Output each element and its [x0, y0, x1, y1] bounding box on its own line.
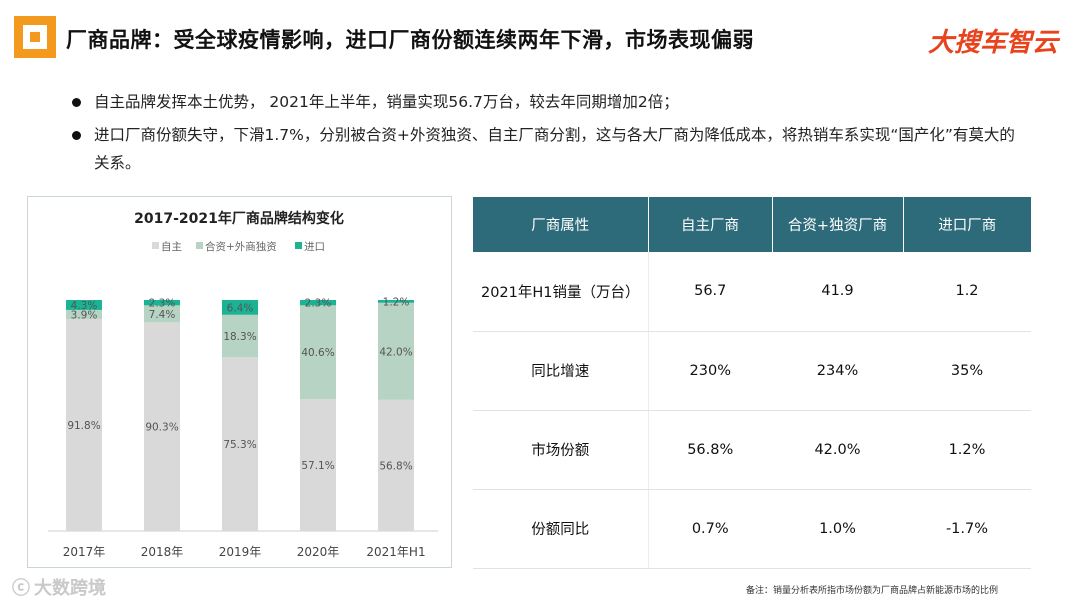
data-label: 40.6%: [301, 347, 334, 359]
table-cell: 市场份额: [473, 410, 649, 490]
table-row: 同比增速 230% 234% 35%: [473, 331, 1031, 411]
table-cell: 35%: [903, 331, 1031, 411]
data-label: 91.8%: [67, 420, 100, 432]
table-cell: 41.9: [772, 252, 903, 332]
bar-segment: [222, 357, 258, 531]
data-table: 厂商属性 自主厂商 合资+独资厂商 进口厂商 2021年H1销量（万台） 56.…: [473, 197, 1031, 569]
table-cell: 同比增速: [473, 331, 649, 411]
bullet-text: 自主品牌发挥本土优势， 2021年上半年，销量实现56.7万台，较去年同期增加2…: [94, 93, 679, 111]
bar-segment: [66, 318, 102, 531]
chart-title: 2017-2021年厂商品牌结构变化: [134, 210, 344, 227]
bar-segment: [378, 300, 414, 303]
table-row: 市场份额 56.8% 42.0% 1.2%: [473, 410, 1031, 490]
bar-segment: [222, 300, 258, 315]
page-title: 厂商品牌：受全球疫情影响，进口厂商份额连续两年下滑，市场表现偏弱: [66, 28, 754, 52]
legend-label: 进口: [304, 241, 325, 253]
table-cell: -1.7%: [903, 489, 1031, 569]
data-label: 7.4%: [149, 309, 176, 321]
bullet-list: 自主品牌发挥本土优势， 2021年上半年，销量实现56.7万台，较去年同期增加2…: [68, 88, 1018, 182]
data-label: 57.1%: [301, 460, 334, 472]
table-cell: 份额同比: [473, 489, 649, 569]
table-cell: 234%: [772, 331, 903, 411]
table-header-cell: 合资+独资厂商: [772, 197, 904, 252]
table-header-cell: 进口厂商: [903, 197, 1031, 252]
data-label: 3.9%: [71, 309, 98, 321]
table-cell: 56.8%: [648, 410, 772, 490]
x-tick-label: 2019年: [219, 545, 262, 559]
legend-swatch: [295, 242, 302, 249]
table-cell: 42.0%: [772, 410, 903, 490]
legend-swatch: [196, 242, 203, 249]
table-row: 2021年H1销量（万台） 56.7 41.9 1.2: [473, 252, 1031, 332]
table-row: 份额同比 0.7% 1.0% -1.7%: [473, 489, 1031, 569]
bullet-text: 进口厂商份额失守，下滑1.7%，分别被合资+外资独资、自主厂商分割，这与各大厂商…: [94, 126, 1015, 172]
bar-segment: [66, 300, 102, 310]
bullet-dot-icon: [72, 131, 81, 140]
watermark-text: 大数跨境: [34, 578, 106, 599]
bar-segment: [144, 322, 180, 531]
table-header-cell: 厂商属性: [473, 197, 649, 252]
bullet-dot-icon: [72, 98, 81, 107]
table-header-cell: 自主厂商: [648, 197, 773, 252]
table-cell: 1.2%: [903, 410, 1031, 490]
bar-segment: [66, 309, 102, 319]
data-label: 4.3%: [71, 300, 98, 312]
legend-swatch: [152, 242, 159, 249]
bar-segment: [144, 305, 180, 323]
legend-label: 自主: [161, 240, 182, 253]
watermark-logo-icon: ⓒ: [12, 578, 30, 599]
footnote: 备注：销量分析表所指市场份额为厂商品牌占新能源市场的比例: [746, 586, 999, 596]
x-tick-label: 2017年: [63, 545, 106, 559]
chart-panel: 2017-2021年厂商品牌结构变化自主 合资+外商独资 进口 91.8% 3.9% 4.…: [27, 196, 452, 568]
x-tick-label: 2018年: [141, 545, 184, 559]
data-label: 6.4%: [227, 302, 254, 314]
bullet-item: 进口厂商份额失守，下滑1.7%，分别被合资+外资独资、自主厂商分割，这与各大厂商…: [68, 121, 1018, 177]
data-label: 2.3%: [305, 298, 332, 310]
legend-label: 合资+外商独资: [205, 240, 277, 253]
data-label: 1.2%: [383, 296, 410, 308]
table-cell: 1.2: [903, 252, 1031, 332]
x-tick-label: 2020年: [297, 545, 340, 559]
bar-segment: [378, 399, 414, 531]
x-tick-label: 2021年H1: [366, 545, 425, 559]
table-cell: 1.0%: [772, 489, 903, 569]
brand-logo: 大搜车智云: [927, 28, 1058, 58]
data-label: 18.3%: [223, 331, 256, 343]
bar-segment: [378, 302, 414, 400]
data-label: 2.3%: [149, 298, 176, 310]
table-cell: 2021年H1销量（万台）: [473, 252, 649, 332]
bar-segment: [300, 300, 336, 306]
data-label: 42.0%: [379, 346, 412, 358]
table-cell: 56.7: [648, 252, 772, 332]
bar-segment: [144, 300, 180, 306]
table-header-row: 厂商属性 自主厂商 合资+独资厂商 进口厂商: [473, 197, 1031, 252]
table-cell: 0.7%: [648, 489, 772, 569]
bar-segment: [300, 305, 336, 400]
bar-segment: [300, 399, 336, 531]
watermark: ⓒ 大数跨境: [12, 574, 106, 600]
table-cell: 230%: [648, 331, 772, 411]
logo-icon: [14, 16, 56, 58]
bullet-item: 自主品牌发挥本土优势， 2021年上半年，销量实现56.7万台，较去年同期增加2…: [68, 88, 1018, 116]
data-label: 75.3%: [223, 439, 256, 451]
bar-segment: [222, 314, 258, 358]
data-label: 56.8%: [379, 460, 412, 472]
data-label: 90.3%: [145, 422, 178, 434]
